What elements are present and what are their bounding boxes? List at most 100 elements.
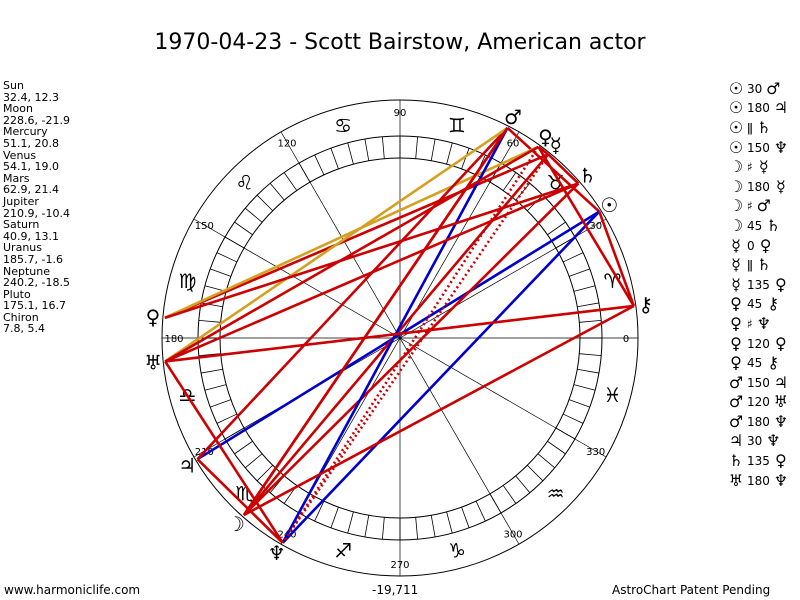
degree-tick [569, 268, 590, 277]
aspect-line [281, 146, 540, 544]
zodiac-sign-icon: ♑ [448, 539, 466, 563]
aspect-row: ♀ 45 ⚷ [728, 294, 800, 315]
aspect-planet-b: ♃ [773, 372, 789, 392]
planet-icon: ♀ [146, 305, 161, 329]
aspect-line [281, 153, 550, 544]
planet-coords: 185.7, -1.6 [3, 252, 63, 266]
planet-icon: ♆ [268, 541, 286, 565]
aspect-line [196, 458, 284, 544]
degree-tick [461, 148, 470, 169]
planet-name: Sun [3, 79, 24, 92]
planet-name: Mercury [3, 125, 48, 139]
degree-tick [515, 475, 531, 493]
aspect-planet-a: ♀ [730, 333, 742, 353]
degree-tick [256, 464, 274, 482]
planet-icon: ♂ [504, 105, 522, 129]
aspect-row: ☽ 180 ☿ [728, 177, 800, 197]
planet-coords: 54.1, 19.0 [3, 160, 59, 174]
degree-tick [475, 500, 486, 522]
aspect-planet-a: ☿ [731, 235, 741, 255]
degree-tick [347, 511, 354, 534]
zodiac-sign-icon: ♓ [604, 383, 622, 407]
planet-icon: ♀ [538, 125, 553, 149]
degree-tick [204, 384, 227, 391]
degree-label: 120 [277, 138, 296, 149]
aspect-planet-a: ☽ [728, 157, 744, 177]
planet-icon: ♅ [144, 351, 162, 375]
degree-tick [381, 517, 385, 540]
aspect-planet-b: ♅ [773, 392, 789, 412]
site-url[interactable]: www.harmoniclife.com [4, 583, 141, 597]
planet-icon: ☿ [550, 133, 562, 157]
degree-tick [430, 515, 436, 538]
degree-tick [330, 148, 339, 169]
aspect-row: ☿ 135 ♀ [728, 275, 800, 295]
aspect-planet-a: ☽ [728, 196, 744, 216]
aspect-angle: 30 [747, 81, 763, 96]
degree-label: 30 [589, 221, 602, 232]
planet-coords: 7.8, 5.4 [3, 322, 45, 336]
degree-tick [216, 413, 238, 424]
planet-icon: ☽ [227, 512, 245, 536]
aspect-planet-b: ♀ [775, 333, 787, 353]
planet-name: Saturn [3, 218, 40, 232]
aspect-planet-b: ♆ [773, 470, 789, 490]
aspect-planet-a: ♂ [728, 411, 744, 431]
aspect-line [164, 153, 549, 320]
planet-icon: ♃ [178, 453, 196, 477]
aspect-row: ♄ 135 ♀ [728, 451, 800, 471]
planet-name: Chiron [3, 310, 39, 324]
degree-label: 60 [507, 138, 520, 149]
degree-tick [364, 515, 370, 538]
degree-tick [577, 368, 600, 374]
aspect-angle: 150 [747, 140, 770, 155]
aspect-angle: 120 [747, 336, 770, 351]
planet-icon: ♄ [578, 164, 596, 188]
aspect-planet-a: ♃ [728, 431, 744, 451]
aspect-list: ☉ 30 ♂ ☉ 180 ♃ ☉ ǁ ♄ ☉ 150 ♆ ☽ ♯ ☿ ☽ 180 ☿ ☽ ♯ ♂ ☽ 45 ♄ ☿ 0 ♀ ☿ ǁ ♄ ☿ 1… [728, 79, 800, 490]
aspect-planet-a: ♄ [728, 451, 744, 471]
aspect-line [164, 182, 579, 320]
aspect-row: ☉ 150 ♆ [728, 138, 800, 158]
aspect-angle: ♯ [747, 160, 753, 175]
degree-tick [577, 302, 600, 308]
aspect-planet-b: ♀ [759, 235, 772, 255]
degree-label: 330 [586, 447, 605, 458]
aspect-planet-b: ☿ [775, 176, 786, 196]
degree-tick [547, 440, 566, 455]
degree-label: 300 [503, 530, 522, 541]
degree-tick [415, 517, 419, 540]
degree-tick [562, 252, 584, 263]
aspect-planet-a: ☿ [731, 255, 741, 275]
spoke-line [193, 218, 607, 458]
degree-tick [198, 319, 221, 323]
day-count: -19,711 [372, 583, 419, 597]
aspect-planet-b: ♀ [775, 274, 787, 294]
aspect-line [165, 304, 634, 363]
aspect-angle: ♯ [747, 199, 753, 214]
aspect-line [196, 210, 600, 461]
planet-name: Pluto [3, 287, 31, 301]
degree-tick [314, 154, 325, 176]
aspect-row: ♃ 30 ♆ [728, 431, 800, 452]
degree-label: 180 [164, 334, 183, 345]
aspect-row: ☽ ♯ ☿ [728, 157, 800, 177]
aspect-angle: 120 [747, 395, 770, 410]
aspect-planet-b: ☿ [758, 157, 769, 177]
aspect-angle: 45 [747, 356, 763, 371]
aspect-planet-a: ☽ [728, 215, 744, 235]
degree-tick [216, 252, 238, 263]
chart-title: 1970-04-23 - Scott Bairstow, American ac… [154, 30, 646, 55]
degree-tick [502, 485, 517, 504]
planet-position-list: Sun 32.4, 12.3 Moon 228.6, -21.9 Mercury 51.1… [3, 80, 70, 335]
aspect-planet-b: ♄ [756, 117, 772, 137]
planet-coords: 40.9, 13.1 [3, 229, 59, 243]
aspect-row: ♅ 180 ♆ [728, 471, 800, 491]
degree-label: 90 [394, 108, 407, 119]
degree-tick [446, 142, 453, 165]
planet-coords: 210.9, -10.4 [3, 206, 70, 220]
aspect-angle: 135 [747, 454, 770, 469]
planet-name: Moon [3, 102, 33, 116]
aspect-planet-b: ♆ [766, 431, 781, 451]
aspect-planet-b: ♆ [773, 411, 789, 431]
